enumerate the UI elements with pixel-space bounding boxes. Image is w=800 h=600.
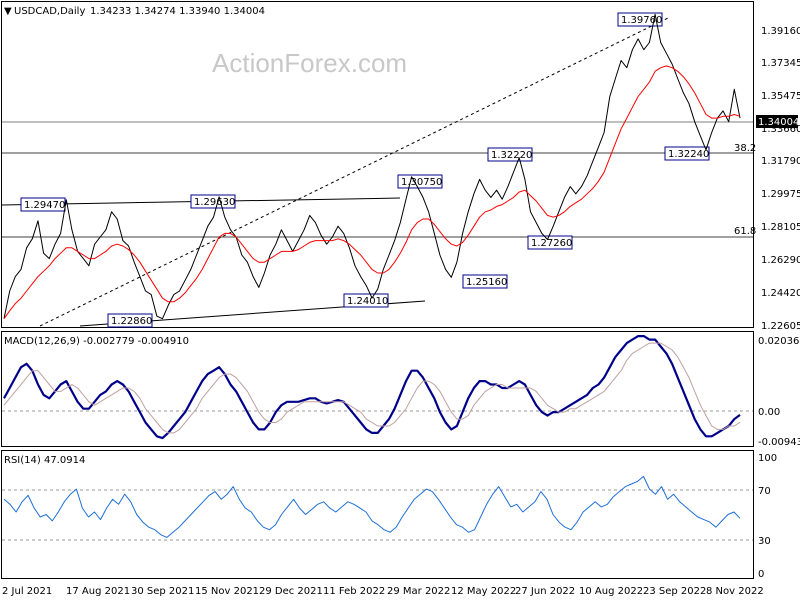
price-tick: 1.26290 — [761, 255, 800, 266]
price-label: 1.25160 — [466, 277, 507, 288]
price-axis: 1.39160 1.37345 1.35475 1.33660 1.31790 … — [761, 26, 800, 332]
current-price-tag: 1.34004 — [758, 117, 799, 128]
price-label: 1.32240 — [668, 149, 709, 160]
price-label: 1.30750 — [401, 177, 442, 188]
price-label: 1.22860 — [111, 316, 152, 327]
date-tick: 11 Feb 2022 — [323, 586, 385, 597]
current-price-tag-bg — [756, 115, 798, 128]
price-label: 1.29470 — [24, 200, 65, 211]
date-tick: 2 Jul 2021 — [2, 586, 52, 597]
macd-tick: -0.009438 — [758, 437, 800, 448]
rsi-panel-frame — [1, 450, 754, 579]
date-tick: 29 Mar 2022 — [387, 586, 450, 597]
rsi-tick: 100 — [758, 453, 777, 464]
date-tick: 23 Sep 2022 — [643, 586, 706, 597]
price-labels: 1.39760 1.32240 1.32220 1.30750 1.29470 … — [20, 12, 710, 328]
price-label: 1.27260 — [531, 238, 572, 249]
watermark: ActionForex.com — [212, 48, 407, 78]
price-tick: 1.28105 — [761, 222, 800, 233]
price-tick: 1.22605 — [761, 321, 800, 332]
rsi-series-line-0 — [3, 475, 741, 538]
date-tick: 12 May 2022 — [451, 586, 516, 597]
price-series-line-0 — [3, 13, 741, 320]
price-label: 1.24010 — [347, 296, 388, 307]
macd-tick: 0.00 — [758, 407, 780, 418]
price-label: 1.32220 — [491, 150, 532, 161]
rsi-tick: 70 — [758, 486, 771, 497]
price-label: 1.29630 — [194, 197, 235, 208]
menu-triangle-icon[interactable]: ▼ — [4, 6, 12, 17]
price-tick: 1.35475 — [761, 91, 800, 102]
dotted-trendline — [39, 17, 669, 327]
date-tick: 10 Aug 2022 — [579, 586, 643, 597]
date-tick: 8 Nov 2022 — [706, 586, 764, 597]
fib-label-618: 61.8 — [734, 226, 756, 237]
rsi-tick: 0 — [758, 569, 764, 580]
price-tick: 1.24420 — [761, 288, 800, 299]
macd-title: MACD(12,26,9) -0.002779 -0.004910 — [4, 336, 189, 347]
macd-series-line-0 — [3, 335, 741, 440]
macd-series-line-1 — [3, 342, 741, 434]
date-tick: 17 Aug 2021 — [66, 586, 130, 597]
rsi-series-group — [3, 475, 741, 538]
date-tick: 27 Jun 2022 — [515, 586, 575, 597]
price-tick: 1.37345 — [761, 58, 800, 69]
price-tick: 1.33660 — [761, 124, 800, 135]
fib-label-382: 38.2 — [734, 143, 756, 154]
price-tick: 1.29975 — [761, 189, 800, 200]
date-tick: 30 Sep 2021 — [131, 586, 194, 597]
date-tick: 29 Dec 2021 — [259, 586, 323, 597]
chart-ohlc: 1.34233 1.34274 1.33940 1.34004 — [90, 6, 265, 17]
price-series-line-1 — [3, 65, 741, 319]
price-series-group — [3, 13, 741, 320]
macd-series-group — [3, 335, 741, 440]
price-tick: 1.39160 — [761, 26, 800, 37]
chart-symbol: USDCAD,Daily — [14, 6, 85, 17]
rsi-title: RSI(14) 47.0914 — [4, 455, 85, 466]
price-label: 1.39760 — [621, 15, 662, 26]
macd-tick: 0.02036 — [758, 336, 799, 347]
rsi-tick: 30 — [758, 536, 771, 547]
price-tick: 1.31790 — [761, 156, 800, 167]
date-tick: 15 Nov 2021 — [195, 586, 259, 597]
date-axis: 2 Jul 2021 17 Aug 2021 30 Sep 2021 15 No… — [2, 586, 764, 597]
